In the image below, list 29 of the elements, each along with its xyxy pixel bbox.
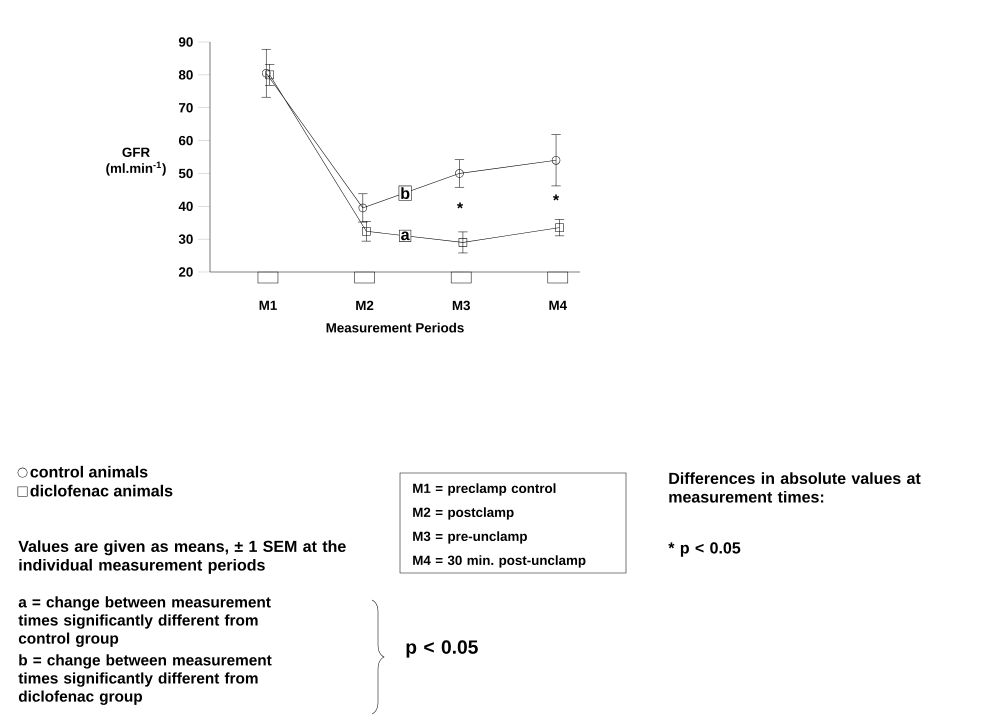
y-axis-title: GFR (ml.min$^{-1}$) — [106, 148, 166, 176]
text: M3 = pre-unclamp — [413, 531, 527, 544]
legend-label: control animals — [30, 466, 148, 478]
text: M2 = postclamp — [413, 507, 514, 520]
annotation: a — [401, 231, 410, 240]
text: * p < 0.05 — [668, 542, 740, 557]
x-tick-label: M3 — [452, 300, 470, 310]
text: M4 = 30 min. post-unclamp — [413, 555, 586, 568]
y-tick-label: 50 — [178, 168, 193, 178]
annotation: * — [456, 202, 464, 208]
annotation: b — [401, 187, 410, 200]
text: b = change between measurement times significantly different from diclofenac group — [18, 654, 272, 705]
y-tick-label: 80 — [178, 70, 193, 80]
x-tick-label: M4 — [549, 300, 567, 310]
text: p < 0.05 — [406, 640, 478, 658]
text: M1 = preclamp control — [413, 483, 556, 496]
x-tick-label: M1 — [260, 300, 277, 310]
y-tick-label: 60 — [178, 136, 193, 146]
y-tick-label: 30 — [178, 234, 193, 244]
annotation: * — [552, 194, 560, 200]
y-tick-label: 70 — [179, 103, 193, 112]
text: Values are given as means, ± 1 SEM at the individual measurement periods — [18, 540, 346, 574]
y-tick-label: 40 — [178, 202, 193, 212]
x-tick-label: M2 — [356, 300, 374, 310]
y-tick-label: 20 — [178, 267, 193, 277]
y-tick-label: 90 — [178, 37, 193, 47]
x-axis-title: Measurement Periods — [326, 322, 464, 332]
text: Differences in absolute values at measurement times: — [669, 472, 921, 503]
legend-label: diclofenac animals — [30, 484, 172, 496]
